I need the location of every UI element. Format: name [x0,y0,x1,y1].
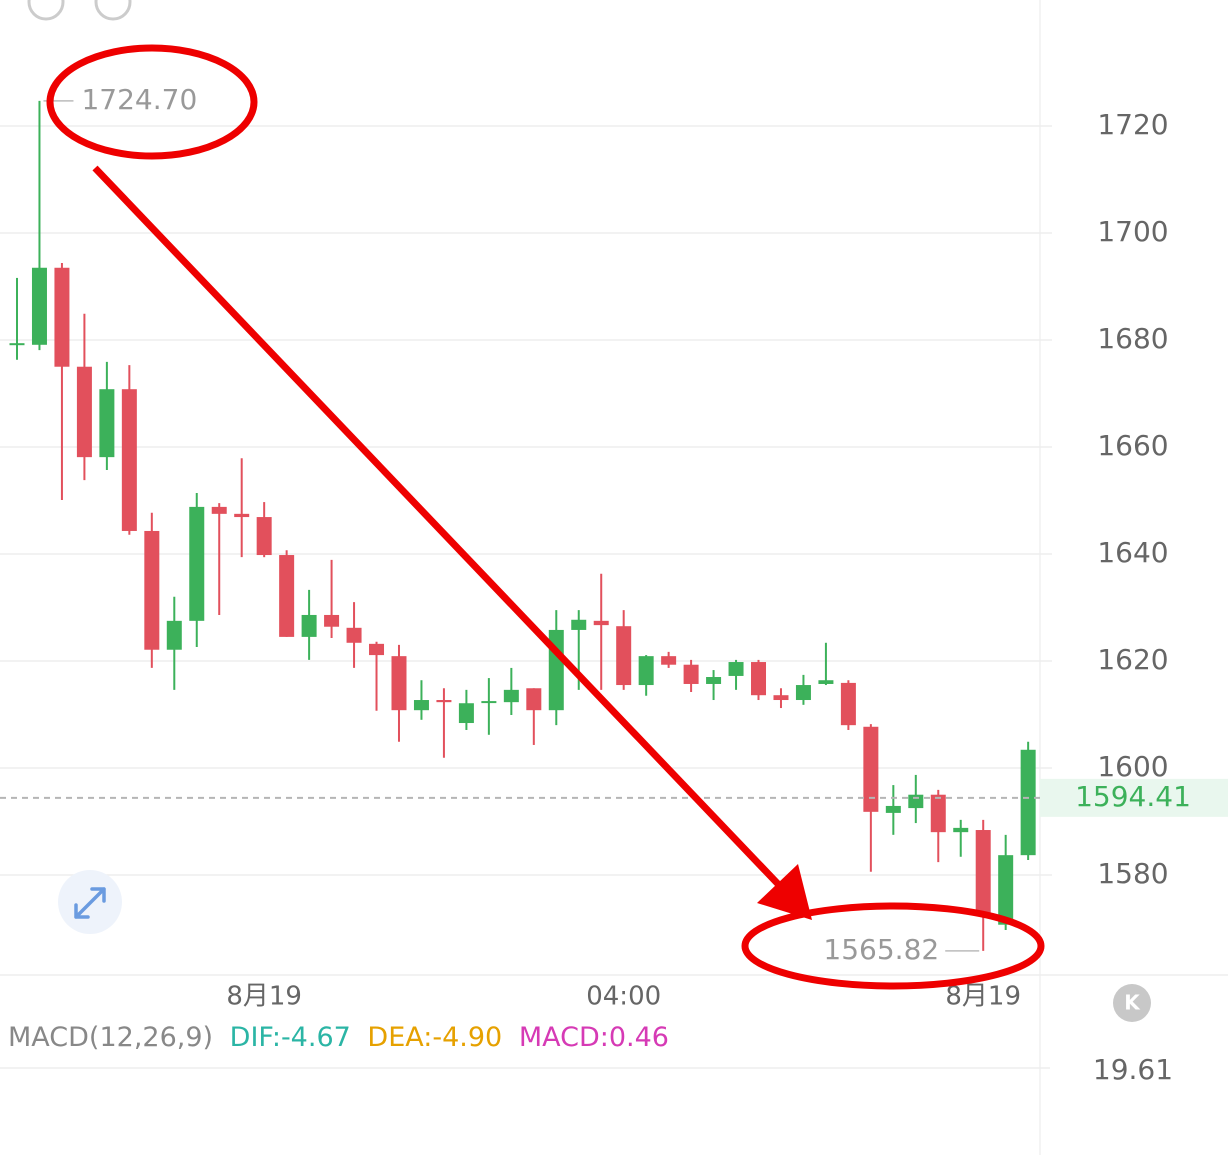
candle-body [930,794,946,833]
candle-body [458,703,474,724]
candle-body [751,662,767,696]
candle-body [885,805,901,813]
y-tick-label: 1640 [1097,536,1168,569]
expand-button[interactable] [58,870,122,934]
candle-body [189,506,205,621]
y-tick-label: 1700 [1097,215,1168,248]
candle-body [683,664,699,684]
candle-body [728,662,744,676]
candle-body [975,830,991,916]
y-tick-label: 1680 [1097,322,1168,355]
candle-body [166,620,182,650]
candle-body [706,677,722,684]
candle-body [908,794,924,809]
candle-body [481,701,497,704]
macd-legend: MACD(12,26,9) DIF:-4.67 DEA:-4.90 MACD:0… [8,1022,669,1053]
y-tick-label: 1660 [1097,429,1168,462]
macd-value: MACD:0.46 [519,1022,669,1053]
x-tick-label: 8月19 [945,982,1021,1012]
candle-body [324,614,340,627]
x-tick-label: 04:00 [586,982,661,1012]
candle-body [279,555,295,637]
x-tick-label: 8月19 [226,982,302,1012]
max-label: 1724.70 [81,83,197,116]
candle-body [818,680,834,684]
y-tick-label: 1620 [1097,643,1168,676]
candle-body [773,695,789,701]
candle-body [99,389,115,458]
candle-body [503,689,519,703]
y-tick-label: 1600 [1097,750,1168,783]
candle-body [526,688,542,711]
candle-body [1020,749,1036,856]
candle-body [998,855,1014,925]
candle-body [593,620,609,626]
candle-body [413,700,429,711]
candle-body [436,700,452,703]
candle-body [391,656,407,711]
candle-body [144,530,160,650]
candle-body [795,685,811,701]
candle-body [638,656,654,686]
candle-body [76,366,92,458]
candle-body [863,726,879,812]
k-label: K [1124,991,1141,1015]
last-price-tag [1040,778,1228,817]
y-tick-label: 1720 [1097,108,1168,141]
candle-body [840,682,856,726]
plot: 1580 1600 1620 1640 1660 1680 1700 1720 8月19 04:0… [0,83,1228,1012]
min-label: 1565.82 [823,933,939,966]
candle-body [301,614,317,637]
macd-axis-label: 19.61 [1093,1053,1173,1086]
y-tick-label: 1580 [1097,857,1168,890]
candle-body [211,506,227,514]
candle-body [121,389,137,531]
candle-body [9,343,25,346]
top-icon[interactable] [27,0,65,21]
candle-body [661,656,677,665]
k-button[interactable]: K [1113,984,1151,1022]
macd-dif: DIF:-4.67 [230,1022,351,1053]
macd-dea: DEA:-4.90 [367,1022,502,1053]
annotation [46,44,1045,990]
candle-body [369,643,385,656]
last-price-label: 1594.41 [1075,780,1191,813]
candle-body [31,267,47,345]
candle-body [256,517,272,556]
candle-body [616,626,632,686]
candle-body [54,267,70,367]
candle-body [346,627,362,643]
candle-body [953,827,969,833]
macd-title: MACD(12,26,9) [8,1022,213,1053]
candle-body [234,513,250,518]
candle-body [571,619,587,630]
top-icon[interactable] [94,0,132,21]
